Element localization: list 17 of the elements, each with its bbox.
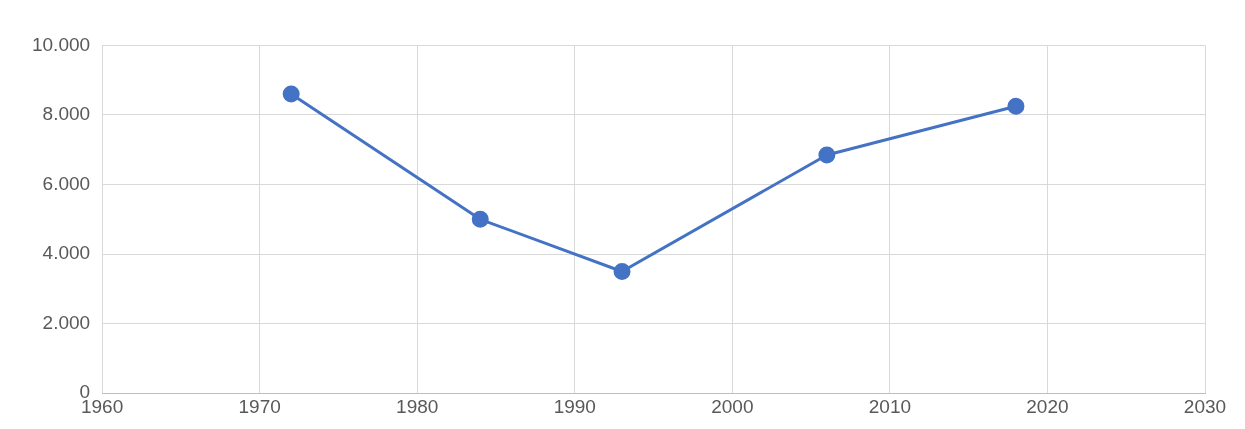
x-tick-label: 2000: [711, 395, 754, 417]
x-tick-label: 2010: [868, 395, 912, 417]
x-tick-label: 1990: [553, 395, 596, 417]
y-tick-label: 2.000: [42, 311, 91, 333]
x-tick-label: 1980: [396, 395, 439, 417]
point: [613, 262, 631, 280]
point: [818, 146, 836, 164]
x-tick-label: 2020: [1026, 395, 1069, 417]
y-tick-label: 6.000: [42, 172, 91, 194]
point: [471, 210, 489, 228]
x-tick-label: 2030: [1183, 395, 1227, 417]
point: [282, 85, 300, 103]
y-tick-label: 10.000: [31, 33, 91, 55]
y-tick-label: 8.000: [42, 103, 91, 125]
point: [1007, 97, 1025, 115]
x-tick-label: 1970: [238, 395, 281, 417]
y-tick-label: 4.000: [42, 242, 91, 264]
